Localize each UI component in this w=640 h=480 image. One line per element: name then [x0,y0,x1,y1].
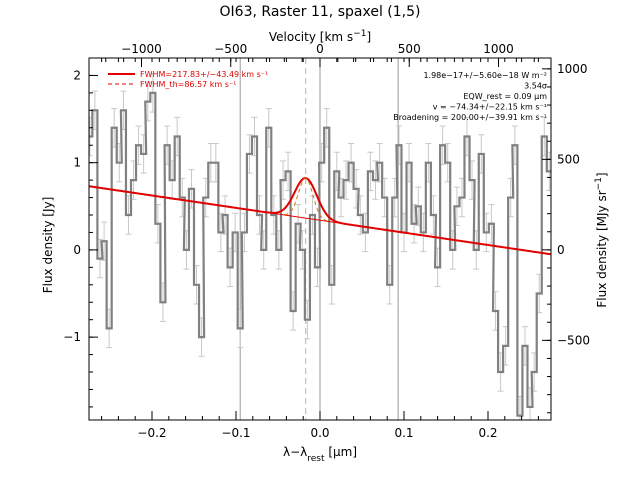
y2-axis-label: Flux density [MJy sr−1] [594,172,609,307]
y-tick-label: 1 [73,156,81,170]
x-tick-label: 0.2 [478,426,497,440]
gaussian-fit-curve [89,177,551,256]
legend-label-0: FWHM=217.83+/−43.49 km s⁻¹ [140,70,268,79]
annotation-2: EQW_rest = 0.09 μm [463,92,547,101]
y2-tick-label: 0 [557,243,565,257]
plot-area [88,57,552,421]
plot-inner [89,58,551,420]
x-tick-label: −0.1 [221,426,250,440]
annotation-1: 3.54σ [524,82,547,91]
y-axis-label: Flux density [Jy] [41,197,55,294]
y-tick-label: −1 [63,330,81,344]
legend-label-1: FWHM_th=86.57 km s⁻¹ [140,80,236,89]
x-tick-label: 0.0 [310,426,329,440]
x2-axis-label: Velocity [km s−1] [269,29,371,44]
annotation-4: Broadening = 200.00+/−39.91 km s⁻¹ [393,113,547,122]
x-axis-label: λ−λrest [μm] [283,445,357,464]
annotation-0: 1.98e−17+/−5.60e−18 W m⁻² [423,71,547,80]
y2-tick-label: −500 [557,333,590,347]
x2-tick-label: −500 [214,42,247,56]
y2-tick-label: 1000 [557,62,588,76]
x2-tick-label: 1000 [483,42,514,56]
y-tick-label: 2 [73,68,81,82]
chart-title: OI63, Raster 11, spaxel (1,5) [220,4,421,20]
thermal-profile-curve [284,177,328,222]
x-tick-label: 0.1 [394,426,413,440]
legend: FWHM=217.83+/−43.49 km s⁻¹FWHM_th=86.57 … [108,70,268,89]
x2-tick-label: −1000 [121,42,162,56]
x2-tick-label: 500 [398,42,421,56]
annotation-3: v = −74.34+/−22.15 km s⁻¹ [433,103,547,112]
y2-tick-label: 500 [557,152,580,166]
y-tick-label: 0 [73,243,81,257]
axis-ticks: −0.2 −0.1 0.0 0.1 0.2 −1 0 1 2 −1000 −500 0 500 1000 −… [63,42,590,440]
x-tick-label: −0.2 [137,426,166,440]
x2-tick-label: 0 [316,42,324,56]
